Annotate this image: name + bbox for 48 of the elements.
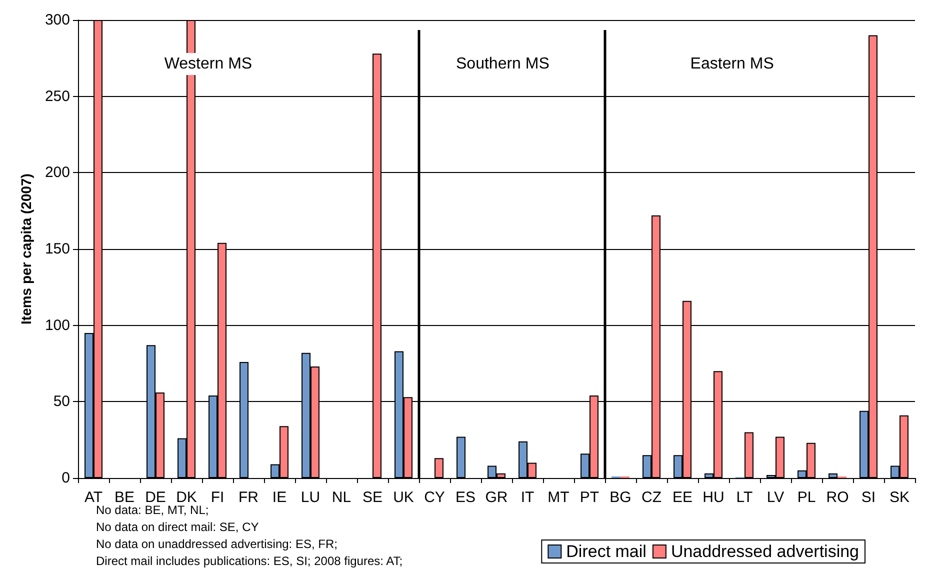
x-tick-label: GR: [485, 489, 508, 506]
text: No data on unaddressed advertising: ES, FR;: [96, 537, 338, 551]
bar: [744, 432, 754, 478]
x-tick-label: PT: [580, 489, 600, 506]
x-tick-label: FI: [210, 489, 224, 506]
x-tick-label: NL: [332, 489, 352, 506]
y-tick-label: 100: [44, 316, 70, 334]
x-tick-label: IE: [272, 489, 287, 506]
x-tick-label: CZ: [642, 489, 662, 506]
legend-label: Unaddressed advertising: [670, 542, 860, 561]
x-tick-label: SI: [861, 489, 876, 506]
x-tick-label: SE: [362, 489, 383, 506]
x-tick-label: RO: [826, 489, 849, 506]
bar: [456, 436, 466, 478]
x-tick-label: PL: [797, 489, 816, 506]
x-tick-label: LU: [300, 489, 320, 506]
bar: [828, 473, 838, 478]
x-tick-label: CY: [424, 489, 445, 506]
annotation: Western MS: [164, 56, 252, 72]
x-tick-label: SK: [889, 489, 910, 506]
x-tick-label: IT: [520, 489, 534, 506]
x-tick-label: BE: [114, 489, 135, 506]
y-tick-label: 150: [44, 240, 70, 258]
y-tick-label: 250: [44, 88, 70, 105]
x-tick-label: BG: [610, 489, 632, 506]
x-tick-label: FR: [238, 489, 259, 506]
text: Direct mail includes publications: ES, SI; 2008 figures: AT;: [96, 554, 403, 568]
legend-label: Direct mail: [566, 542, 646, 561]
text: No data on direct mail: SE, CY: [96, 520, 259, 534]
y-axis-title: Items per capita (2007): [18, 174, 34, 324]
y-tick-label: 50: [53, 393, 70, 410]
annotation: Eastern MS: [690, 56, 774, 72]
x-tick-label: DK: [176, 489, 197, 506]
x-tick-label: DE: [145, 489, 166, 506]
x-tick-label: MT: [548, 489, 570, 506]
text: No data: BE, MT, NL;: [96, 503, 209, 517]
x-tick-label: HU: [702, 489, 724, 506]
x-tick-label: LT: [736, 489, 753, 506]
y-tick-label: 200: [44, 164, 70, 182]
y-tick-label: 0: [62, 470, 70, 486]
y-tick-label: 300: [44, 12, 70, 28]
bar: [434, 458, 444, 478]
annotation: Southern MS: [456, 56, 550, 72]
x-tick-label: ES: [455, 489, 476, 506]
x-tick-label: AT: [84, 489, 103, 506]
x-tick-label: LV: [766, 489, 784, 506]
x-tick-label: EE: [672, 489, 693, 506]
x-tick-label: UK: [393, 489, 414, 506]
